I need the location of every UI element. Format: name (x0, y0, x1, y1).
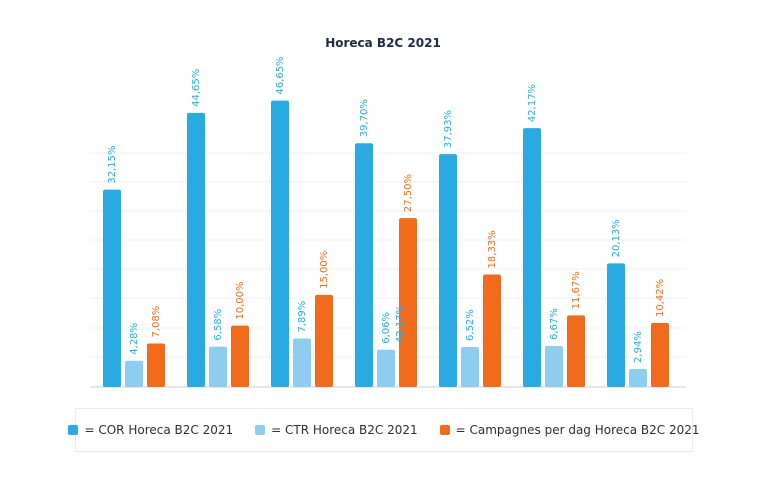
bar-ctr-1 (125, 360, 143, 387)
bar-ctr-3 (293, 338, 311, 387)
data-label-cor-7: 20,13% (611, 219, 622, 257)
data-label-cor-1: 32,15% (107, 145, 118, 183)
bar-ctr-5 (461, 346, 479, 387)
bar-campagnes-6 (567, 315, 585, 387)
data-label-cor-2: 44,65% (191, 69, 202, 107)
bar-cor-7 (607, 263, 625, 387)
legend-item-campagnes: = Campagnes per dag Horeca B2C 2021 (439, 423, 700, 437)
bars (103, 100, 669, 387)
bar-campagnes-3 (315, 294, 333, 387)
chart-title: Horeca B2C 2021 (325, 36, 441, 50)
data-label-ctr-1: 4,28% (129, 323, 140, 355)
data-label-campagnes-7: 10,42% (655, 279, 666, 317)
bar-cor-4 (355, 143, 373, 387)
data-label-cor-4: 39,70% (359, 99, 370, 137)
data-label-ctr-6: 6,67% (549, 308, 560, 340)
legend-label-campagnes: = Campagnes per dag Horeca B2C 2021 (455, 423, 700, 437)
data-label-ctr-7: 2,94% (633, 331, 644, 363)
data-labels: 32,15% 44,65% 46,65% 39,70% 37,93% 42,17% 20,1… (107, 56, 666, 363)
legend-item-cor: = COR Horeca B2C 2021 (68, 423, 233, 437)
data-label-campagnes-2: 10,00% (235, 281, 246, 319)
legend-label-cor: = COR Horeca B2C 2021 (84, 423, 234, 437)
bar-campagnes-4 (399, 218, 417, 387)
bar-ctr-4 (377, 349, 395, 387)
data-label-cor-6: 42,17% (527, 84, 538, 122)
legend-label-ctr: = CTR Horeca B2C 2021 (271, 423, 418, 437)
data-label-campagnes-4: 27,50% (403, 174, 414, 212)
data-label-campagnes-1: 7,08% (151, 306, 162, 338)
bar-chart: Horeca B2C 2021 32,15% 44,65% 46,65% 39,70%… (90, 36, 686, 388)
data-label-campagnes-3: 15,00% (319, 251, 330, 289)
bar-ctr-2 (209, 346, 227, 387)
bar-cor-6 (523, 128, 541, 387)
bar-cor-5 (439, 154, 457, 387)
legend-swatch-ctr (255, 425, 266, 435)
bar-campagnes-7 (651, 323, 669, 387)
bar-cor-2 (187, 112, 205, 387)
bar-cor-1 (103, 189, 121, 387)
data-label-ctr-4: 6,06% (381, 312, 392, 344)
data-label-cor-5: 37,93% (443, 110, 454, 148)
data-label-campagnes-5: 18,33% (487, 230, 498, 268)
legend-swatch-campagnes (439, 425, 450, 435)
bar-cor-3 (271, 100, 289, 387)
data-label-extra: 42,17% (395, 305, 406, 343)
legend: = COR Horeca B2C 2021 = CTR Horeca B2C 2… (68, 408, 700, 452)
legend-item-ctr: = CTR Horeca B2C 2021 (255, 423, 418, 437)
data-label-cor-3: 46,65% (275, 56, 286, 94)
bar-campagnes-1 (147, 343, 165, 387)
data-label-ctr-2: 6,58% (213, 309, 224, 341)
bar-campagnes-2 (231, 325, 249, 387)
data-label-campagnes-6: 11,67% (571, 271, 582, 309)
data-label-ctr-5: 6,52% (465, 309, 476, 341)
data-label-ctr-3: 7,89% (297, 301, 308, 333)
bar-ctr-7 (629, 368, 647, 387)
bar-ctr-6 (545, 346, 563, 387)
legend-swatch-cor (68, 425, 79, 435)
bar-campagnes-5 (483, 274, 501, 387)
